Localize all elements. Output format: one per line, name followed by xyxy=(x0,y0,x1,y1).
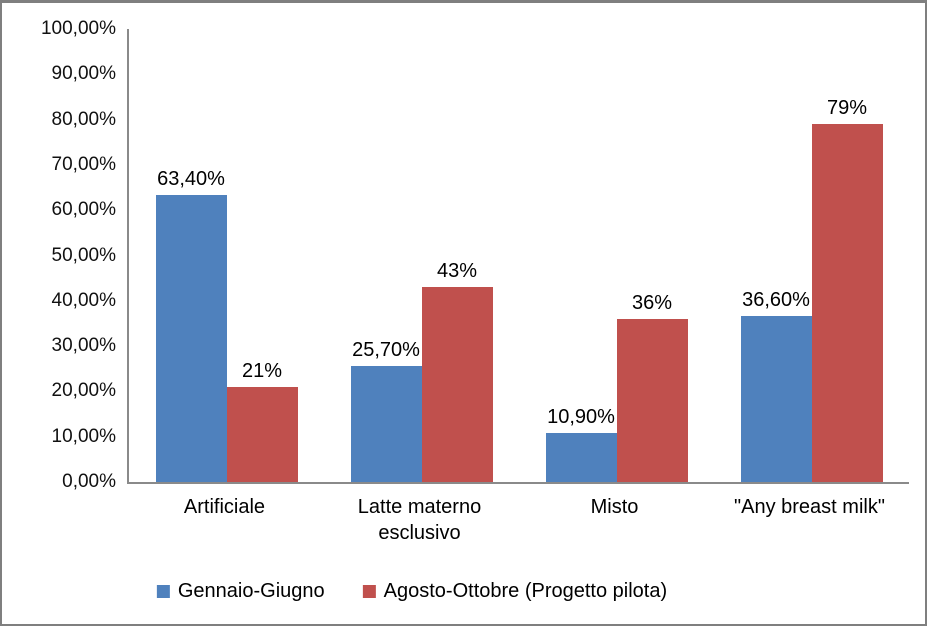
y-axis-tick-label: 70,00% xyxy=(51,153,116,175)
y-axis-tick-label: 10,00% xyxy=(51,425,116,447)
data-label: 21% xyxy=(241,359,283,382)
legend-label: Gennaio-Giugno xyxy=(177,580,325,602)
legend: Gennaio-Giugno Agosto-Ottobre (Progetto … xyxy=(156,580,668,602)
data-label: 79% xyxy=(826,97,868,120)
y-axis-tick-label: 20,00% xyxy=(51,380,116,402)
bar-blue: 25,70% xyxy=(350,339,422,482)
bar-red: 43% xyxy=(421,260,493,482)
bar-blue: 10,90% xyxy=(545,406,617,482)
data-label: 10,90% xyxy=(547,405,615,428)
bar-group: 25,70% 43% xyxy=(324,29,519,482)
data-label: 36% xyxy=(631,291,673,314)
x-axis-labels: Artificiale Latte materno esclusivo Misto "… xyxy=(127,494,907,546)
bar-blue: 36,60% xyxy=(740,289,812,482)
data-label: 25,70% xyxy=(352,338,420,361)
data-label: 36,60% xyxy=(742,289,810,312)
x-axis-category-label: Artificiale xyxy=(183,496,266,518)
legend-label: Agosto-Ottobre (Progetto pilota) xyxy=(383,580,668,602)
bar-group: 63,40% 21% xyxy=(129,29,324,482)
legend-swatch-blue-icon xyxy=(156,584,170,598)
bar-red: 21% xyxy=(226,360,298,482)
legend-item-gennaio-giugno: Gennaio-Giugno xyxy=(156,580,325,602)
y-axis-tick-label: 0,00% xyxy=(62,471,116,492)
legend-item-agosto-ottobre: Agosto-Ottobre (Progetto pilota) xyxy=(362,580,668,602)
y-axis-tick-label: 60,00% xyxy=(51,199,116,221)
bar-group: 36,60% 79% xyxy=(714,29,909,482)
bar-red: 36% xyxy=(616,292,688,482)
y-axis-tick-label: 80,00% xyxy=(51,108,116,130)
y-axis-tick-label: 40,00% xyxy=(51,289,116,311)
y-axis-tick-label: 50,00% xyxy=(51,244,116,266)
bar-blue: 63,40% xyxy=(155,168,227,482)
data-label: 43% xyxy=(436,260,478,283)
x-axis-category-label: Misto xyxy=(590,496,639,518)
data-label: 63,40% xyxy=(157,167,225,190)
bar-group: 10,90% 36% xyxy=(519,29,714,482)
y-axis-tick-label: 100,00% xyxy=(40,18,116,39)
legend-swatch-red-icon xyxy=(362,584,376,598)
bar-red: 79% xyxy=(811,97,883,482)
x-axis-category-label: "Any breast milk" xyxy=(734,496,885,518)
y-axis-tick-label: 30,00% xyxy=(51,335,116,357)
y-axis-tick-label: 90,00% xyxy=(51,63,116,85)
x-axis-category-label: Latte materno esclusivo xyxy=(357,496,482,544)
plot-area: 63,40% 21% 25,70% 43% 10,90% 36% 36,60% 79% xyxy=(127,29,909,484)
